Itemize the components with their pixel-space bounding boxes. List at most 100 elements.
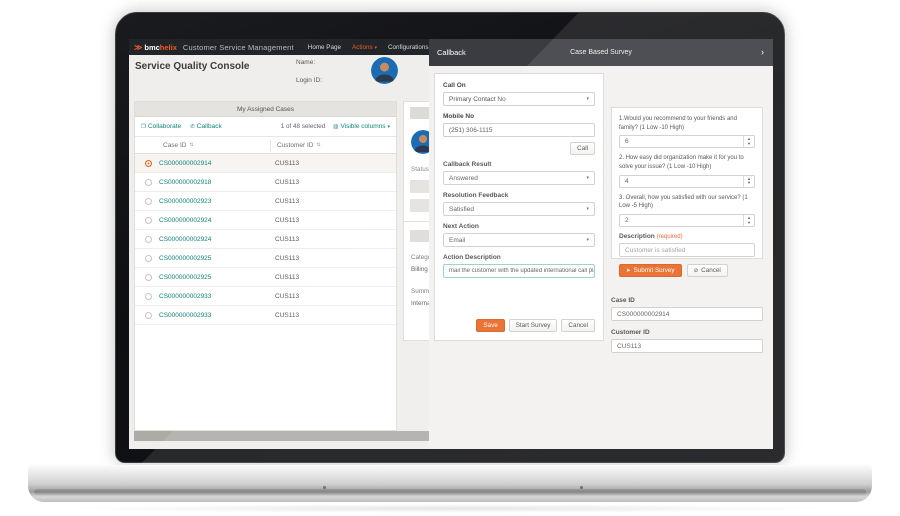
- survey-card: 1.Would you recommend to your friends an…: [611, 107, 763, 278]
- col-header-customer-id[interactable]: Customer ID ⇅: [270, 139, 396, 151]
- nav-actions[interactable]: Actions ▾: [352, 43, 377, 51]
- survey-q1-stepper[interactable]: 6 ▲ ▼: [619, 135, 755, 149]
- nav-configurations[interactable]: Configurations: [387, 43, 429, 51]
- callback-result-select[interactable]: Answered ▾: [443, 171, 595, 185]
- laptop-base: [28, 465, 872, 502]
- resolution-feedback-select[interactable]: Satisfied ▾: [443, 202, 595, 216]
- overlay-header: Callback Case Based Survey ›: [429, 39, 773, 66]
- base-screw-dot: [580, 486, 583, 489]
- next-action-label: Next Action: [443, 223, 479, 230]
- table-header-row: Case ID ⇅ Customer ID ⇅: [135, 137, 396, 154]
- chevron-down-icon: ▾: [586, 175, 589, 181]
- base-screw-dot: [323, 486, 326, 489]
- chevron-right-icon[interactable]: ›: [761, 47, 764, 57]
- survey-question-2: 2. How easy did organization make it for…: [619, 155, 744, 171]
- survey-customer-id-input[interactable]: CUS113: [611, 339, 763, 353]
- table-row[interactable]: CS000000002914 CUS113: [135, 154, 396, 173]
- callback-overlay: Callback Case Based Survey › Call On Pri…: [429, 39, 773, 449]
- stepper-arrows-icon[interactable]: ▲ ▼: [743, 215, 754, 227]
- cancel-circle-icon: ⊘: [693, 267, 699, 274]
- action-description-input[interactable]: mail the customer with the updated inter…: [443, 264, 595, 278]
- table-row[interactable]: CS000000002933 CUS113: [135, 287, 396, 306]
- table-row[interactable]: CS000000002924 CUS113: [135, 230, 396, 249]
- row-radio[interactable]: [145, 311, 152, 319]
- horizontal-scrollbar[interactable]: [134, 431, 429, 441]
- summary-value: International: [411, 300, 446, 307]
- survey-case-id-label: Case ID: [611, 297, 635, 304]
- table-row[interactable]: CS000000002918 CUS113: [135, 173, 396, 192]
- table-row[interactable]: CS000000002925 CUS113: [135, 249, 396, 268]
- survey-panel-title: Case Based Survey: [570, 49, 632, 56]
- product-name: Customer Service Management: [182, 42, 294, 52]
- start-survey-button[interactable]: Start Survey: [508, 319, 558, 332]
- page-title: Service Quality Console: [135, 61, 250, 72]
- row-radio[interactable]: [145, 273, 152, 281]
- user-avatar[interactable]: [371, 57, 398, 84]
- row-radio[interactable]: [145, 254, 152, 262]
- nav-home-page[interactable]: Home Page: [307, 43, 342, 51]
- visible-columns-button[interactable]: ▥ Visible columns ▾: [333, 123, 390, 130]
- submit-survey-button[interactable]: ➤ Submit Survey: [619, 264, 682, 278]
- table-title: My Assigned Cases: [135, 102, 396, 117]
- category-label: Category: [411, 254, 437, 261]
- survey-q3-stepper[interactable]: 2 ▲ ▼: [619, 214, 755, 228]
- brand-bmc: bmc: [144, 42, 160, 52]
- collaborate-button[interactable]: ❐ Collaborate: [141, 123, 182, 130]
- send-icon: ➤: [626, 267, 631, 274]
- resolution-feedback-label: Resolution Feedback: [443, 192, 509, 199]
- chevron-down-icon: ▾: [586, 237, 589, 243]
- brand-helix: helix: [159, 42, 177, 52]
- survey-question-1: 1.Would you recommend to your friends an…: [619, 116, 737, 131]
- description-input[interactable]: Customer is satisfied: [619, 243, 755, 258]
- bmc-logo-icon: ≫: [134, 42, 143, 52]
- callback-button[interactable]: ✆ Callback: [190, 123, 222, 130]
- table-body: CS000000002914 CUS113 CS000000002918 CUS11…: [135, 154, 396, 325]
- table-row[interactable]: CS000000002924 CUS113: [135, 211, 396, 230]
- login-id-label: Login ID:: [296, 77, 323, 84]
- row-radio[interactable]: [145, 235, 152, 243]
- cancel-button[interactable]: Cancel: [561, 319, 595, 332]
- col-header-case-id[interactable]: Case ID ⇅: [163, 141, 194, 149]
- save-button[interactable]: Save: [476, 319, 505, 332]
- action-description-label: Action Description: [443, 254, 501, 261]
- survey-cancel-button[interactable]: ⊘ Cancel: [686, 264, 728, 278]
- table-row[interactable]: CS000000002933 CUS113: [135, 306, 396, 325]
- row-radio[interactable]: [145, 197, 152, 205]
- mobile-no-label: Mobile No: [443, 113, 475, 120]
- row-radio[interactable]: [145, 216, 152, 224]
- summary-label: Summary: [411, 288, 438, 295]
- name-label: Name:: [296, 59, 316, 66]
- status-label: Status: [411, 166, 429, 173]
- survey-question-3: 3. Overall, how you satisfied with our s…: [619, 194, 748, 210]
- sort-icon[interactable]: ⇅: [316, 142, 321, 148]
- mobile-no-input[interactable]: (251) 306-1115: [443, 123, 595, 137]
- laptop-lid: ≫ bmc helix Customer Service Management …: [115, 12, 786, 464]
- callback-panel-title: Callback: [437, 48, 466, 57]
- survey-q2-stepper[interactable]: 4 ▲ ▼: [619, 174, 755, 188]
- stepper-arrows-icon[interactable]: ▲ ▼: [743, 136, 754, 148]
- selection-count: 1 of 48 selected: [280, 123, 326, 130]
- call-button[interactable]: Call: [570, 142, 595, 155]
- laptop-shadow: [60, 504, 840, 513]
- callback-form-card: Call On Primary Contact No ▾ Mobile No (2…: [434, 73, 604, 341]
- chevron-down-icon: ▾: [387, 123, 390, 130]
- row-radio[interactable]: [145, 178, 152, 186]
- collaborate-icon: ❐: [141, 123, 146, 130]
- stepper-arrows-icon[interactable]: ▲ ▼: [743, 175, 754, 187]
- table-row[interactable]: CS000000002923 CUS113: [135, 192, 396, 211]
- table-row[interactable]: CS000000002925 CUS113: [135, 268, 396, 287]
- category-value: Billing: [411, 266, 428, 273]
- required-hint: (required): [656, 234, 683, 241]
- row-radio[interactable]: [145, 159, 152, 167]
- callback-result-label: Callback Result: [443, 161, 492, 168]
- next-action-select[interactable]: Email ▾: [443, 233, 595, 247]
- sort-icon[interactable]: ⇅: [189, 142, 194, 148]
- survey-case-id-input[interactable]: CS000000002914: [611, 307, 763, 321]
- nav-items: Home Page Actions ▾ Configurations Qu: [308, 44, 448, 51]
- call-on-select[interactable]: Primary Contact No ▾: [443, 92, 595, 106]
- chevron-down-icon: ▾: [586, 206, 589, 212]
- assigned-cases-card: My Assigned Cases ❐ Collaborate ✆ Callback…: [134, 101, 397, 431]
- row-radio[interactable]: [145, 292, 152, 300]
- chevron-down-icon: ▾: [586, 96, 589, 102]
- table-toolbar: ❐ Collaborate ✆ Callback 1 of 48 selected …: [135, 117, 396, 137]
